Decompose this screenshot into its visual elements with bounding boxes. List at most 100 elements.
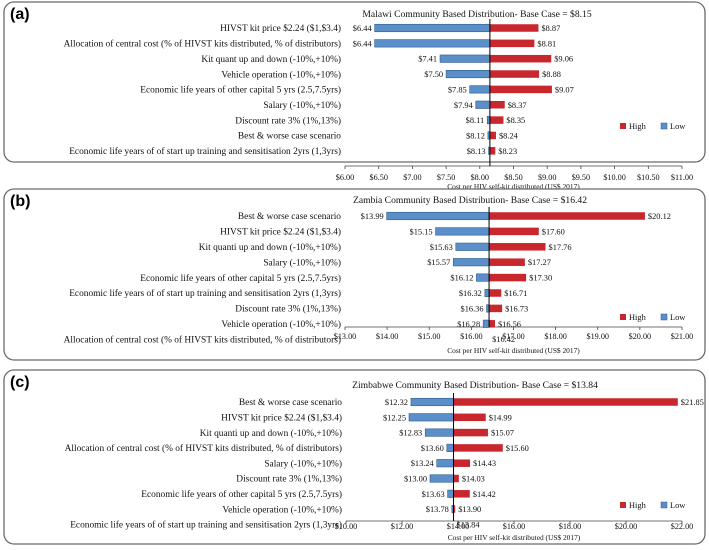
- row-label: HIVST kit price $2.24 ($1,$3.4): [221, 413, 342, 424]
- low-value-label: $13.00: [404, 475, 427, 484]
- low-value-label: $7.41: [418, 55, 437, 64]
- high-value-label: $8.35: [506, 116, 525, 125]
- x-tick-label: $6.00: [336, 173, 354, 182]
- x-tick-label: $6.50: [369, 173, 387, 182]
- legend-low-label: Low: [670, 122, 686, 131]
- legend-low-swatch: [660, 122, 668, 130]
- high-bar: [453, 459, 471, 467]
- low-bar: [436, 459, 454, 468]
- low-value-label: $8.11: [466, 116, 485, 125]
- x-tick-label: $8.50: [504, 173, 522, 182]
- x-tick-label: $10.50: [637, 173, 660, 182]
- high-value-label: $16.56: [498, 320, 521, 329]
- low-bar: [469, 85, 491, 94]
- x-tick-label: $20.00: [629, 332, 652, 341]
- high-bar: [453, 474, 459, 483]
- high-value-label: $15.07: [491, 429, 514, 438]
- high-bar: [453, 490, 470, 498]
- high-value-label: $13.90: [458, 505, 481, 514]
- low-value-label: $12.83: [399, 429, 422, 438]
- panel-1: (b) Zambia Community Based Distribution- …: [3, 188, 706, 361]
- row-label: Economic life years of other capital 5 y…: [140, 85, 341, 96]
- low-value-label: $15.63: [430, 243, 453, 252]
- x-axis-label: Cost per HIV self-kit distributed (US$ 2…: [447, 346, 580, 355]
- low-value-label: $15.15: [410, 227, 433, 236]
- row-label: HIVST kit price $2.24 ($1,$3.4): [220, 23, 341, 34]
- legend-low-swatch: [660, 313, 668, 321]
- high-bar: [489, 304, 503, 313]
- x-axis-label: Cost per HIV self-kit distributed (US$ 2…: [447, 182, 580, 191]
- low-bar: [410, 397, 454, 407]
- panel-label: (b): [10, 193, 30, 210]
- row-label: Economic life years of of start up train…: [69, 146, 341, 157]
- high-bar: [489, 147, 496, 155]
- high-bar: [489, 258, 525, 266]
- high-bar: [489, 39, 535, 48]
- low-bar: [374, 23, 491, 33]
- row-label: Salary (-10%,+10%): [263, 257, 341, 268]
- legend: High Low: [620, 501, 686, 510]
- panel-2: (c) Zimbabwe Community Based Distribution…: [3, 369, 706, 545]
- x-tick-label: $15.00: [418, 332, 441, 341]
- high-bar: [489, 131, 496, 140]
- low-bar: [435, 227, 490, 236]
- high-value-label: $16.73: [505, 304, 528, 313]
- high-value-label: $21.85: [681, 398, 704, 407]
- high-value-label: $17.27: [528, 258, 551, 267]
- low-value-label: $8.13: [467, 147, 486, 156]
- high-bar: [489, 289, 502, 297]
- panel-label: (c): [10, 374, 30, 391]
- x-tick-label: $11.00: [671, 173, 693, 182]
- low-bar: [484, 288, 490, 298]
- legend-high-swatch: [620, 314, 626, 320]
- low-bar: [439, 54, 491, 63]
- high-value-label: $9.07: [555, 85, 574, 94]
- chart-title: Zambia Community Based Distribution- Bas…: [353, 195, 587, 206]
- low-value-label: $16.12: [450, 274, 473, 283]
- row-label: HIVST kit price $2.24 ($1,$3.4): [220, 227, 341, 238]
- low-bar: [386, 211, 490, 221]
- high-bar: [489, 24, 539, 32]
- high-value-label: $16.42: [492, 335, 515, 344]
- low-bar: [408, 413, 454, 422]
- high-value-label: $16.71: [504, 289, 527, 298]
- high-bar: [489, 85, 552, 94]
- low-value-label: $13.99: [361, 212, 384, 221]
- low-bar: [452, 258, 490, 267]
- high-value-label: $17.76: [549, 243, 572, 252]
- row-label: Best & worse case scenario: [238, 132, 341, 142]
- low-value-label: $13.63: [422, 490, 445, 499]
- low-value-label: $7.50: [424, 70, 443, 79]
- high-bar: [489, 212, 645, 220]
- legend-low-swatch: [660, 501, 668, 509]
- high-bar: [489, 320, 495, 328]
- high-value-label: $8.24: [499, 131, 519, 140]
- x-tick-label: $10.00: [603, 173, 626, 182]
- row-label: Discount rate 3% (1%,13%): [235, 115, 341, 126]
- chart-title: Malawi Community Based Distribution- Bas…: [362, 9, 591, 20]
- chart-title: Zimbabwe Community Based Distribution- B…: [352, 380, 598, 391]
- x-tick-label: $14.00: [447, 522, 470, 531]
- low-value-label: $16.28: [457, 320, 480, 329]
- low-value-label: $13.78: [426, 505, 449, 514]
- high-bar: [453, 428, 488, 437]
- row-label: Allocation of central cost (% of HIVST k…: [64, 334, 341, 345]
- legend-high-label: High: [629, 313, 647, 322]
- low-bar: [455, 242, 490, 251]
- high-value-label: $8.23: [498, 147, 517, 156]
- row-label: Economic life years of of start up train…: [69, 288, 341, 299]
- x-tick-label: $13.00: [334, 332, 357, 341]
- high-value-label: $14.99: [489, 413, 512, 422]
- low-value-label: $7.94: [454, 101, 474, 110]
- low-bar: [374, 39, 491, 48]
- row-label: Best & worse case scenario: [238, 212, 341, 222]
- low-bar: [424, 428, 454, 437]
- high-bar: [489, 101, 505, 109]
- x-tick-label: $7.50: [437, 173, 455, 182]
- high-bar: [453, 413, 486, 422]
- row-label: Discount rate 3% (1%,13%): [236, 474, 342, 485]
- x-tick-label: $9.00: [538, 173, 556, 182]
- low-bar: [446, 443, 454, 452]
- x-tick-label: $8.00: [471, 173, 489, 182]
- panel-label: (a): [10, 6, 30, 23]
